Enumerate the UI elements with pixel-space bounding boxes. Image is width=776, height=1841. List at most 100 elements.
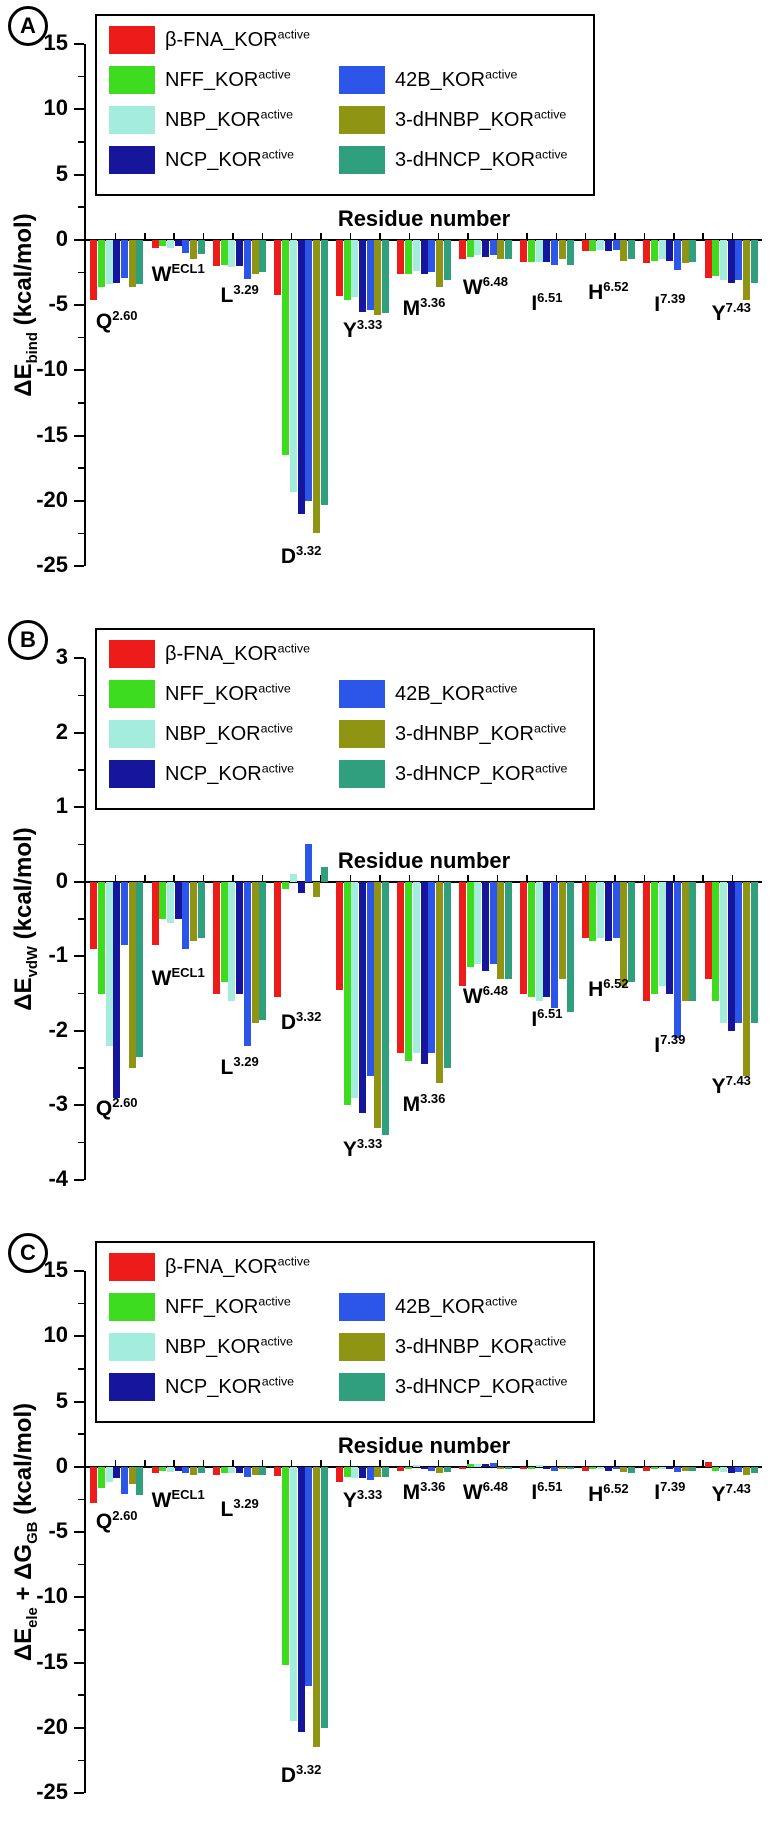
x-axis-tick — [144, 874, 146, 881]
bar — [466, 239, 474, 257]
bar — [620, 1466, 628, 1472]
bar — [551, 239, 559, 265]
bar — [136, 239, 144, 285]
bar — [366, 1466, 374, 1480]
bar — [558, 239, 566, 260]
bar — [220, 239, 228, 265]
bar — [474, 881, 482, 964]
bar — [166, 1466, 174, 1472]
y-axis-tick-label: 10 — [43, 95, 68, 121]
panel-a-binding-energy-chart: A ΔEbind (kcal/mol) 15 10 5 0 -5 -10 -15 -20 -25… — [0, 0, 776, 613]
bar — [159, 239, 167, 247]
y-axis-tick-label: 3 — [55, 644, 68, 669]
bar — [712, 1466, 720, 1471]
y-axis-minor-tick — [78, 918, 84, 920]
x-axis-tick — [496, 1459, 499, 1466]
y-axis-major-tick — [74, 499, 84, 502]
x-axis-tick — [114, 232, 117, 239]
bar — [282, 1466, 290, 1666]
y-axis-tick-label: -3 — [48, 1091, 68, 1117]
bar — [90, 239, 98, 300]
residue-label: H6.52 — [588, 279, 629, 305]
x-axis-tick — [702, 232, 704, 239]
x-axis-tick — [173, 232, 175, 239]
bar — [113, 881, 121, 1098]
y-axis-major-tick — [74, 238, 84, 241]
bar — [528, 239, 535, 262]
bar — [666, 239, 674, 261]
bar — [151, 881, 159, 946]
bar — [581, 1466, 589, 1471]
bar — [658, 239, 666, 260]
y-axis-tick-label: -4 — [48, 1166, 68, 1191]
bar — [397, 1466, 405, 1471]
bar — [650, 881, 658, 994]
bar — [382, 1466, 390, 1478]
legend-label: NBP_KORactive — [165, 721, 293, 745]
x-axis-tick — [526, 1459, 528, 1466]
y-axis-tick-label: -20 — [36, 1713, 68, 1739]
bar — [174, 239, 182, 247]
bar — [120, 239, 128, 278]
y-axis-major-tick — [74, 565, 84, 567]
bar — [589, 1466, 597, 1470]
bar — [251, 239, 259, 274]
bar — [589, 881, 597, 942]
bar — [674, 239, 682, 270]
bar — [704, 881, 712, 979]
bar — [597, 881, 605, 938]
bar — [720, 881, 728, 1024]
bar — [543, 239, 551, 262]
residue-label: Q2.60 — [95, 307, 138, 333]
y-axis-minor-tick — [78, 467, 84, 469]
x-axis-tick — [643, 1459, 646, 1466]
y-axis-minor-tick — [78, 992, 84, 995]
bar — [535, 1465, 543, 1467]
y-axis-line — [84, 658, 86, 1180]
x-axis-tick — [643, 874, 646, 881]
x-axis-tick — [584, 874, 587, 881]
bar — [236, 1466, 244, 1474]
x-axis-tick — [526, 874, 528, 881]
bar — [650, 1466, 658, 1470]
y-axis-major-tick — [74, 1531, 84, 1533]
residue-label: I6.51 — [531, 1478, 563, 1504]
x-axis-tick — [144, 232, 146, 239]
y-axis-major-tick — [74, 1270, 84, 1272]
bar — [481, 239, 489, 257]
bar — [612, 1466, 620, 1470]
y-axis-minor-tick — [78, 1498, 84, 1501]
x-axis-tick — [379, 1459, 381, 1466]
x-axis-tick — [437, 874, 440, 881]
bar — [643, 881, 651, 1002]
bar — [727, 1466, 735, 1474]
bar — [128, 239, 136, 287]
bar — [581, 881, 589, 938]
legend-label: β-FNA_KORactive — [165, 1254, 311, 1278]
bar — [335, 881, 343, 990]
y-axis-minor-tick — [78, 1368, 84, 1370]
legend-label: NCP_KORactive — [165, 1374, 295, 1398]
y-axis-title: ΔEvdW (kcal/mol) — [10, 827, 41, 1011]
residue-label: M3.36 — [402, 1091, 446, 1117]
y-axis-major-tick — [74, 657, 84, 659]
bar — [259, 239, 267, 273]
bar — [551, 1466, 559, 1471]
bar — [489, 1462, 497, 1467]
y-axis-minor-tick — [78, 1759, 84, 1762]
bar — [374, 239, 382, 316]
y-axis-minor-tick — [78, 1433, 84, 1435]
x-axis-tick — [731, 874, 734, 881]
bar — [97, 239, 105, 287]
bar — [120, 1466, 128, 1495]
bar — [543, 881, 551, 998]
x-axis-tick — [526, 232, 528, 239]
bar — [251, 1466, 259, 1475]
x-axis-tick — [555, 874, 557, 881]
bar — [151, 1466, 159, 1474]
bar — [727, 239, 735, 283]
bar — [412, 1465, 420, 1467]
bar — [297, 1466, 305, 1732]
y-axis-minor-tick — [78, 769, 84, 771]
y-axis-major-tick — [74, 173, 84, 176]
